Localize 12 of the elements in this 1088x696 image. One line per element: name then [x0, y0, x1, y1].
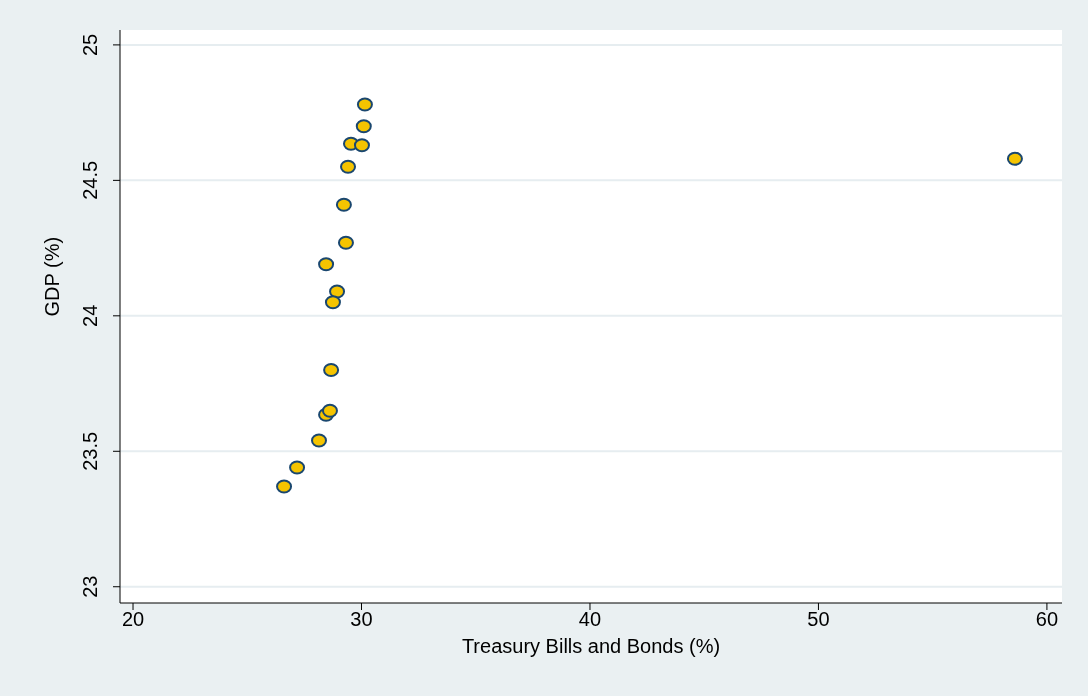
- x-tick-label: 60: [1035, 608, 1059, 631]
- y-axis-title: GDP (%): [41, 236, 64, 317]
- y-tick-label: 24.5: [79, 160, 101, 200]
- y-tick-label: 24: [79, 304, 101, 327]
- y-tick-label: 23: [79, 575, 101, 598]
- y-tick-label: 25: [79, 33, 101, 57]
- x-tick-label: 20: [121, 608, 145, 631]
- x-tick-label: 30: [350, 608, 373, 631]
- x-tick-label: 50: [807, 608, 830, 631]
- y-tick-label: 23.5: [79, 431, 101, 471]
- x-tick-label: 40: [578, 608, 602, 631]
- x-axis-title: Treasury Bills and Bonds (%): [461, 635, 721, 657]
